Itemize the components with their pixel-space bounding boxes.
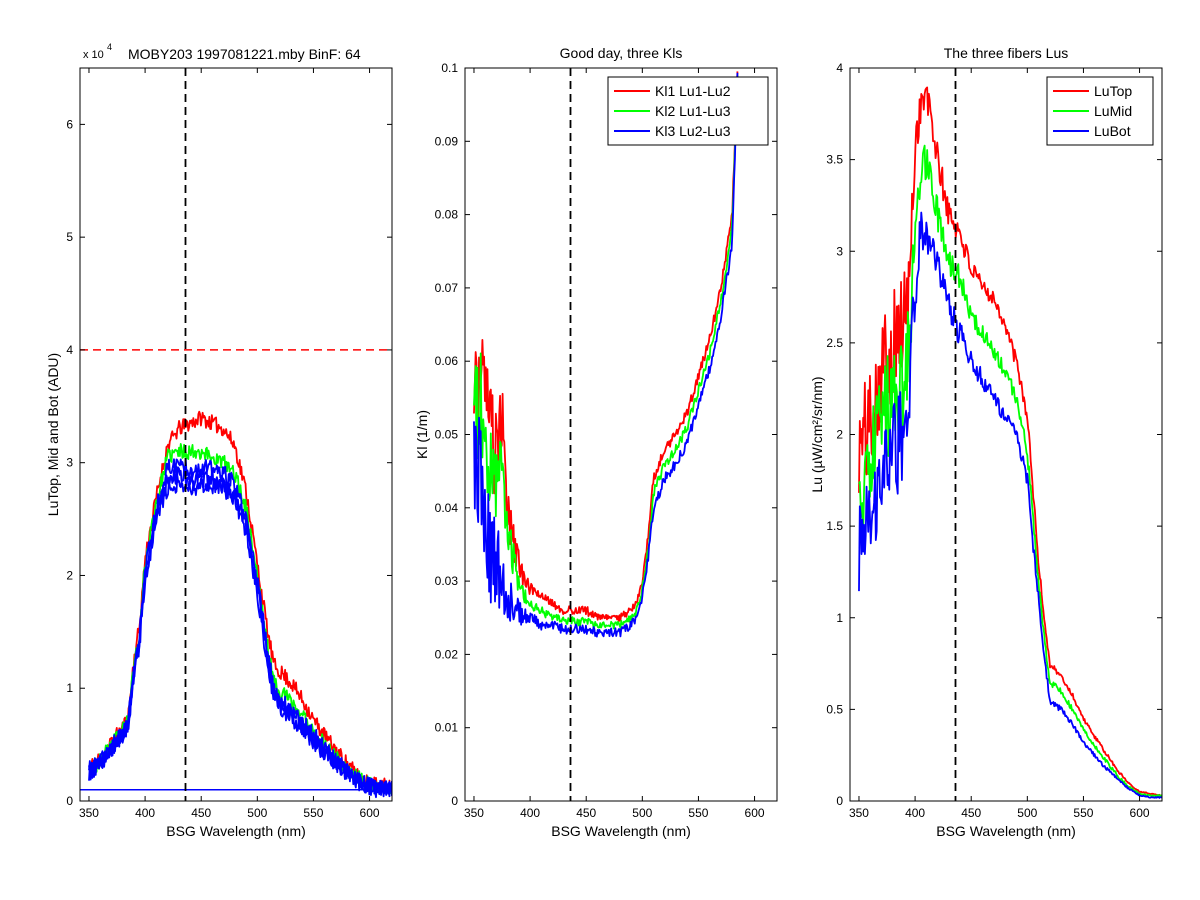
- axis-exponent-power: 4: [107, 42, 112, 52]
- x-tick-label: 350: [464, 806, 484, 820]
- y-tick-label: 3: [66, 456, 73, 470]
- x-tick-label: 500: [632, 806, 652, 820]
- y-tick-label: 1: [836, 611, 843, 625]
- chart-title: Good day, three Kls: [560, 45, 683, 61]
- chart-title: MOBY203 1997081221.mby BinF: 64: [128, 46, 361, 62]
- y-tick-label: 0.04: [435, 501, 459, 515]
- legend-label: LuMid: [1094, 103, 1132, 119]
- x-tick-label: 450: [961, 806, 981, 820]
- y-tick-label: 4: [66, 343, 73, 357]
- y-tick-label: 0.06: [435, 354, 459, 368]
- plot-area: [465, 68, 777, 801]
- x-tick-label: 500: [1017, 806, 1037, 820]
- plot-area: [80, 68, 392, 801]
- chart-panel-2: 350 400 450 500 550 600 0 0.01 0.02 0.03 0.04 0.05 0…: [414, 45, 778, 839]
- y-tick-label: 0: [66, 794, 73, 808]
- plot-area: [850, 68, 1162, 801]
- y-tick-label: 2: [66, 568, 73, 582]
- x-tick-label: 450: [191, 806, 211, 820]
- legend-label: LuBot: [1094, 123, 1131, 139]
- legend-label: Kl3 Lu2-Lu3: [655, 123, 731, 139]
- series-line-5: [88, 474, 392, 797]
- legend: Kl1 Lu1-Lu2 Kl2 Lu1-Lu3 Kl3 Lu2-Lu3: [607, 76, 769, 146]
- y-tick-label: 0.5: [826, 702, 843, 716]
- x-tick-label: 350: [79, 806, 99, 820]
- y-tick-label: 0.07: [435, 281, 459, 295]
- y-tick-label: 0.05: [435, 428, 459, 442]
- x-axis-label: BSG Wavelength (nm): [166, 823, 306, 839]
- axes-box: [79, 67, 393, 802]
- y-tick-label: 3: [836, 244, 843, 258]
- y-axis-label: LuTop, Mid and Bot (ADU): [45, 353, 61, 516]
- series-line-3: [473, 72, 739, 638]
- chart-title: The three fibers Lus: [944, 45, 1069, 61]
- y-tick-label: 0.01: [435, 721, 459, 735]
- chart-panel-3: 350 400 450 500 550 600 0 0.5 1 1.5 2 2.5 3 3.5 4 BSG W…: [809, 45, 1163, 839]
- y-tick-label: 2.5: [826, 336, 843, 350]
- x-tick-label: 500: [247, 806, 267, 820]
- plot-lines: [80, 68, 392, 801]
- x-tick-label: 400: [135, 806, 155, 820]
- y-tick-label: 0.09: [435, 134, 459, 148]
- y-tick-label: 6: [66, 117, 73, 131]
- y-tick-label: 0.1: [441, 61, 458, 75]
- y-tick-label: 5: [66, 230, 73, 244]
- legend-label: Kl2 Lu1-Lu3: [655, 103, 731, 119]
- plot-lines: [473, 68, 739, 801]
- y-tick-label: 1: [66, 681, 73, 695]
- x-tick-label: 550: [303, 806, 323, 820]
- y-tick-label: 3.5: [826, 153, 843, 167]
- y-tick-label: 4: [836, 61, 843, 75]
- series-line-2: [473, 75, 739, 630]
- axis-exponent: x 10: [83, 49, 104, 61]
- y-tick-label: 0: [836, 794, 843, 808]
- legend-label: Kl1 Lu1-Lu2: [655, 83, 731, 99]
- legend-label: LuTop: [1094, 83, 1132, 99]
- y-tick-label: 0: [451, 794, 458, 808]
- x-tick-label: 600: [1130, 806, 1150, 820]
- y-tick-label: 0.08: [435, 208, 459, 222]
- y-axis-label: Lu (µW/cm²/sr/nm): [809, 376, 825, 492]
- x-tick-label: 400: [905, 806, 925, 820]
- y-tick-label: 0.03: [435, 574, 459, 588]
- y-axis-label: Kl (1/m): [414, 410, 430, 459]
- x-axis-label: BSG Wavelength (nm): [551, 823, 691, 839]
- series-line-3: [858, 211, 1162, 799]
- series-line-1: [473, 71, 739, 623]
- x-tick-label: 400: [520, 806, 540, 820]
- x-tick-label: 600: [360, 806, 380, 820]
- x-tick-label: 600: [745, 806, 765, 820]
- y-tick-label: 0.02: [435, 647, 459, 661]
- x-tick-label: 450: [576, 806, 596, 820]
- y-tick-label: 2: [836, 428, 843, 442]
- plot-lines: [858, 68, 1162, 801]
- x-tick-label: 550: [688, 806, 708, 820]
- x-axis-label: BSG Wavelength (nm): [936, 823, 1076, 839]
- x-tick-label: 350: [849, 806, 869, 820]
- chart-panel-1: 350 400 450 500 550 600 0 1 2 3 4 5 6 BSG Wavelength …: [45, 42, 393, 839]
- x-tick-label: 550: [1073, 806, 1093, 820]
- legend: LuTop LuMid LuBot: [1046, 76, 1154, 146]
- series-line-1: [858, 86, 1162, 797]
- y-tick-label: 1.5: [826, 519, 843, 533]
